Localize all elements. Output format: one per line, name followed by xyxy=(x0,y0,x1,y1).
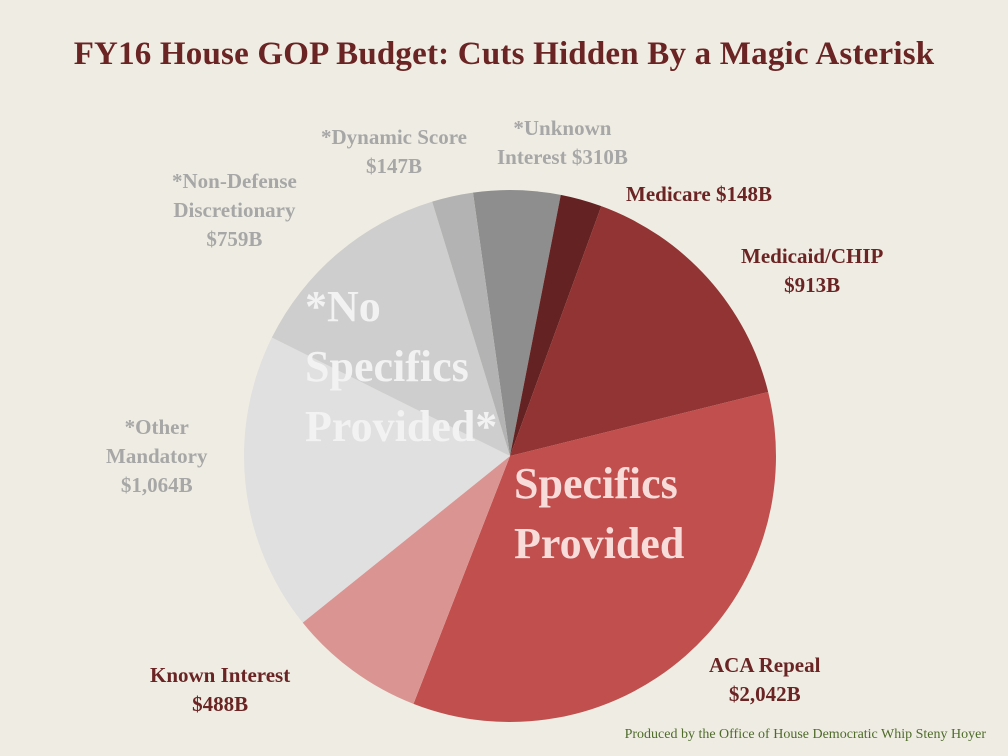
pie-slice-other-mandatory xyxy=(243,337,511,623)
label-medicaid: Medicaid/CHIP $913B xyxy=(741,244,884,297)
pie-slice-medicaid-chip xyxy=(510,206,769,456)
pie-slice-unknown-interest xyxy=(472,189,561,457)
label-medicare: Medicare $148B xyxy=(626,182,772,206)
label-aca-repeal: ACA Repeal $2,042B xyxy=(709,653,821,706)
label-non-defense: *Non-Defense Discretionary $759B xyxy=(172,169,297,251)
pie-slice-aca-repeal xyxy=(413,391,776,722)
group-no-specifics: *No Specifics Provided* xyxy=(305,282,498,451)
pie-slice-known-interest xyxy=(302,456,510,704)
credit-text: Produced by the Office of House Democrat… xyxy=(624,727,986,742)
label-known-interest: Known Interest $488B xyxy=(150,663,291,716)
pie-slice-non-defense-discretionary xyxy=(271,201,510,456)
label-dynamic-score: *Dynamic Score $147B xyxy=(321,125,468,178)
pie-slice-dynamic-score xyxy=(432,192,510,456)
label-other-mandatory: *Other Mandatory $1,064B xyxy=(106,415,208,497)
label-unknown-interest: *Unknown Interest $310B xyxy=(497,116,628,169)
chart-title: FY16 House GOP Budget: Cuts Hidden By a … xyxy=(73,36,935,72)
pie-slice-medicare xyxy=(510,194,602,456)
group-specifics: Specifics Provided xyxy=(514,459,685,568)
